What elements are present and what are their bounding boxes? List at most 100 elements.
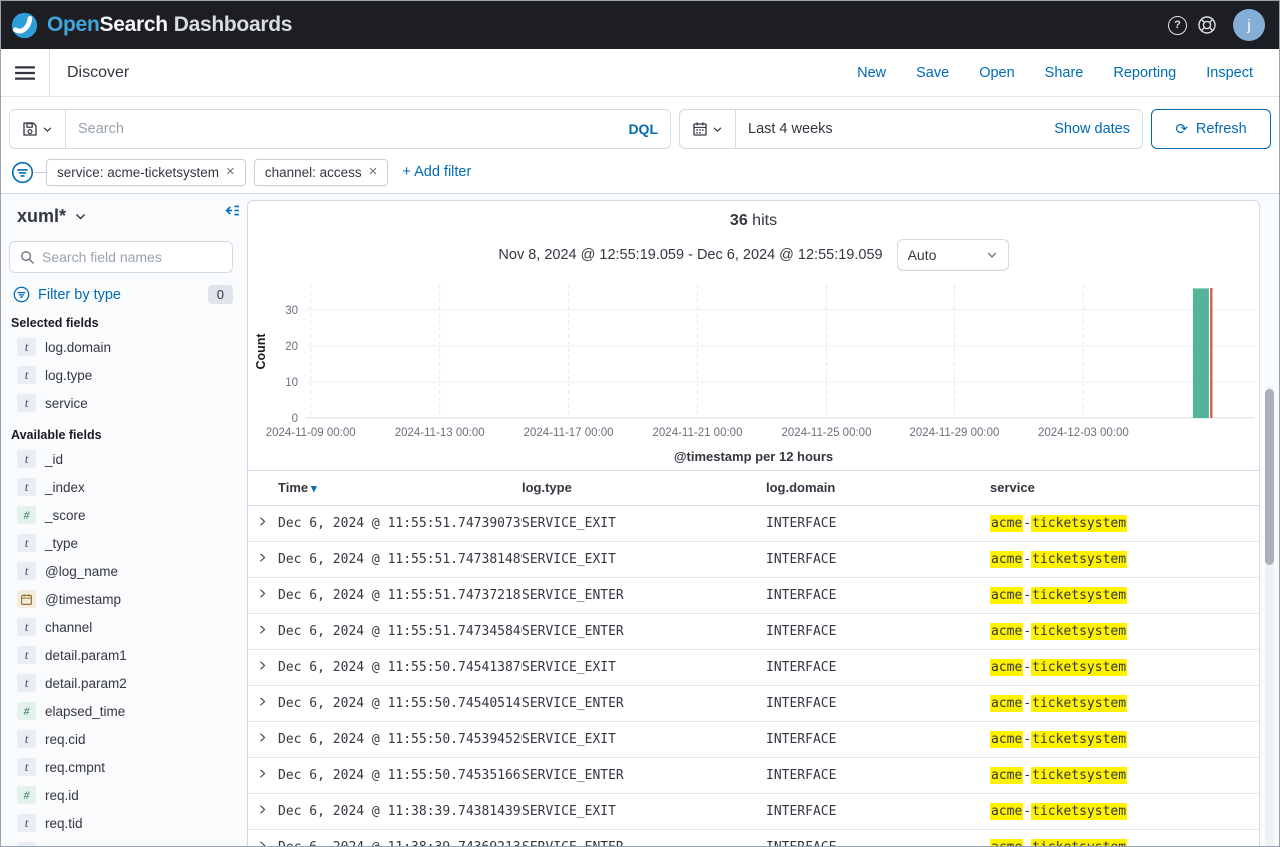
remove-filter-icon[interactable]: × [226,163,235,180]
feedback-lifering-icon[interactable] [1197,15,1217,35]
expand-row-icon[interactable] [248,613,278,650]
field-item-service[interactable]: t service [9,390,233,416]
nav-links: New Save Open Share Reporting Inspect [857,65,1279,81]
column-header-log-type[interactable]: log.type [522,470,766,506]
string-field-icon: t [17,366,36,384]
field-item-@log_name[interactable]: t @log_name [9,558,233,584]
field-name: _type [45,535,79,551]
field-item-req.id[interactable]: # req.id [9,782,233,808]
collapse-sidebar-icon[interactable] [223,202,240,224]
refresh-button[interactable]: ⟳ Refresh [1151,109,1271,149]
calendar-icon [693,122,707,136]
index-pattern-selector[interactable]: xuml* [17,206,233,227]
filter-by-type-button[interactable]: Filter by type 0 [13,285,233,304]
add-filter-button[interactable]: + Add filter [402,164,472,180]
document-row: Dec 6, 2024 @ 11:55:50.745394526 SERVICE_… [248,721,1259,758]
column-header-time[interactable]: Time ▾ [278,470,522,506]
document-row: Dec 6, 2024 @ 11:55:50.745351665 SERVICE_… [248,757,1259,794]
sort-desc-icon[interactable]: ▾ [311,483,317,495]
expand-row-icon[interactable] [248,541,278,578]
svg-text:10: 10 [285,377,298,389]
filter-connector [34,171,46,173]
log-domain-cell: INTERFACE [766,577,990,614]
saved-query-button[interactable] [10,110,66,148]
time-cell: Dec 6, 2024 @ 11:55:50.745351665 [278,757,522,794]
field-name: req.cmpnt [45,759,106,775]
log-type-cell: SERVICE_EXIT [522,649,766,686]
time-cell: Dec 6, 2024 @ 11:55:51.747381489 [278,541,522,578]
top-banner: OpenSearch Dashboards ? j [1,1,1279,49]
search-input[interactable] [78,121,621,137]
help-icon[interactable]: ? [1168,15,1187,35]
field-item-log.type[interactable]: t log.type [9,362,233,388]
expand-row-icon[interactable] [248,829,278,846]
svg-text:Count: Count [254,333,268,370]
hamburger-menu-icon[interactable] [1,49,50,96]
string-field-icon: t [17,338,36,356]
scrollbar-thumb[interactable] [1265,389,1274,565]
expand-row-icon[interactable] [248,505,278,542]
field-item-@timestamp[interactable]: @timestamp [9,586,233,612]
service-cell: acme-ticketsystem [990,829,1259,846]
index-pattern-name: xuml* [17,206,67,226]
expand-row-icon[interactable] [248,685,278,722]
field-item-req.cid[interactable]: t req.cid [9,726,233,752]
service-cell: acme-ticketsystem [990,721,1259,758]
date-quick-select-button[interactable] [680,110,736,148]
column-header-service[interactable]: service [990,470,1259,506]
string-field-icon: t [17,758,36,776]
field-item-elapsed_time[interactable]: # elapsed_time [9,698,233,724]
documents-table: Time ▾ log.type log.domain service Dec 6,… [248,470,1259,846]
log-domain-cell: INTERFACE [766,793,990,830]
field-item-channel[interactable]: t channel [9,614,233,640]
interval-select[interactable]: Auto [896,239,1009,271]
nav-link-open[interactable]: Open [979,64,1015,81]
field-name: log.type [45,367,93,383]
filter-menu-icon[interactable] [11,161,34,184]
field-item-log.domain[interactable]: t log.domain [9,334,233,360]
field-item-_score[interactable]: # _score [9,502,233,528]
time-cell: Dec 6, 2024 @ 11:55:50.745413870 [278,649,522,686]
nav-link-save[interactable]: Save [916,64,950,81]
field-search-input[interactable] [42,249,222,265]
time-cell: Dec 6, 2024 @ 11:55:50.745405142 [278,685,522,722]
nav-link-new[interactable]: New [857,64,887,81]
log-type-cell: SERVICE_EXIT [522,541,766,578]
document-row: Dec 6, 2024 @ 11:55:50.745405142 SERVICE_… [248,685,1259,722]
column-header-log-domain[interactable]: log.domain [766,470,990,506]
filter-pill[interactable]: service: acme-ticketsystem × [46,158,246,186]
remove-filter-icon[interactable]: × [368,163,378,180]
expand-row-icon[interactable] [248,757,278,794]
field-item-_index[interactable]: t _index [9,474,233,500]
results-panel: 36 hits Nov 8, 2024 @ 12:55:19.059 - Dec… [247,200,1260,846]
vertical-scrollbar[interactable] [1265,386,1274,846]
nav-link-inspect[interactable]: Inspect [1206,64,1253,81]
service-cell: acme-ticketsystem [990,613,1259,650]
field-name: @timestamp [45,591,121,607]
expand-row-icon[interactable] [248,649,278,686]
filter-pill[interactable]: channel: access × [253,158,389,186]
field-item-_type[interactable]: t _type [9,530,233,556]
user-avatar[interactable]: j [1233,9,1265,41]
field-name: req.cid [45,731,86,747]
filter-pills: service: acme-ticketsystem × channel: acce… [46,158,389,186]
nav-link-share[interactable]: Share [1044,64,1084,81]
nav-link-reporting[interactable]: Reporting [1113,64,1177,81]
query-language-button[interactable]: DQL [628,121,658,137]
field-item-req.tid[interactable]: t req.tid [9,810,233,836]
field-item-req.cmpnt[interactable]: t req.cmpnt [9,754,233,780]
opensearch-logo[interactable]: OpenSearch Dashboards [11,12,292,39]
field-item-detail.param2[interactable]: t detail.param2 [9,670,233,696]
string-field-icon: t [17,562,36,580]
field-item-_id[interactable]: t _id [9,446,233,472]
show-dates-button[interactable]: Show dates [1054,121,1130,137]
field-item-detail.param1[interactable]: t detail.param1 [9,642,233,668]
expand-row-icon[interactable] [248,793,278,830]
log-type-cell: SERVICE_ENTER [522,613,766,650]
expand-row-icon[interactable] [248,577,278,614]
number-field-icon: # [17,702,36,720]
time-range-button[interactable]: Last 4 weeks Show dates [736,110,1142,148]
histogram-chart[interactable]: 2024-11-09 00:00 2024-11-13 00:00 2024-11-… [248,279,1259,464]
field-item-status[interactable]: t status [9,838,233,846]
expand-row-icon[interactable] [248,721,278,758]
